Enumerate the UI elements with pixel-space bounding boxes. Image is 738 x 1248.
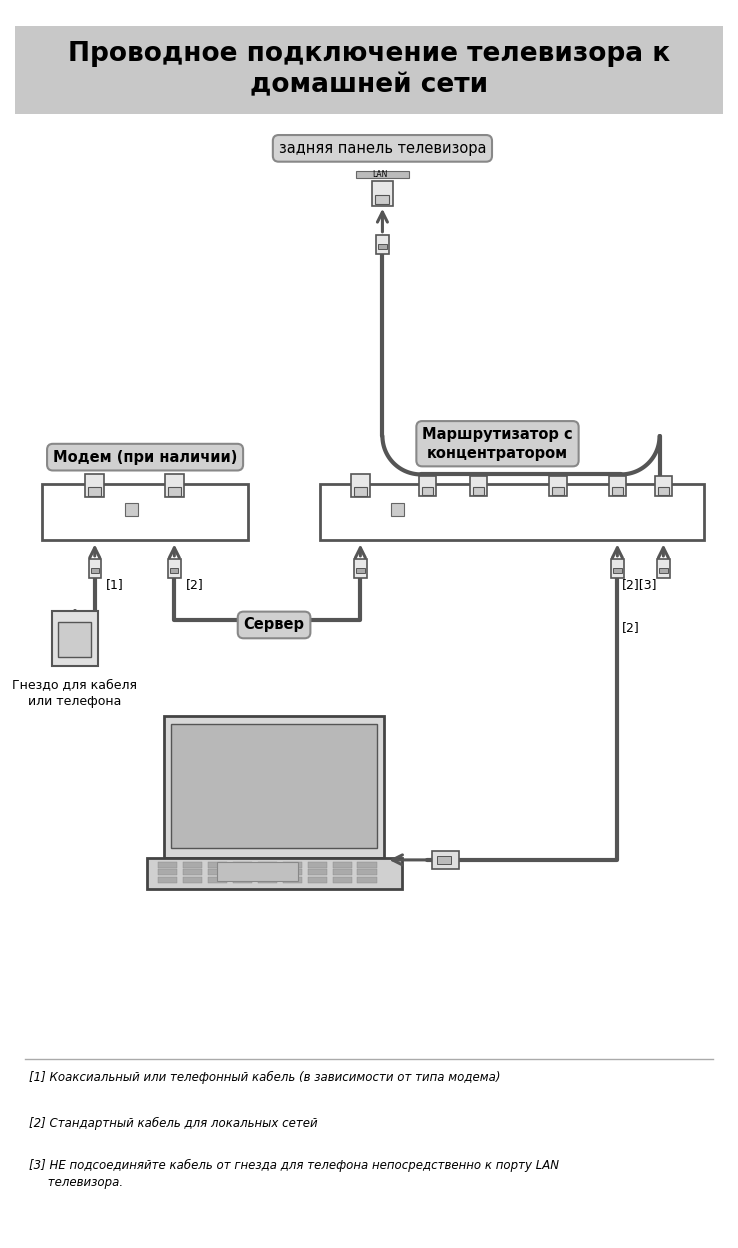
Bar <box>469 475 487 497</box>
Bar <box>333 862 352 867</box>
Bar <box>147 857 401 889</box>
Bar <box>391 503 404 515</box>
Bar <box>183 870 202 875</box>
Bar <box>351 474 370 498</box>
Bar <box>125 503 138 515</box>
Bar <box>308 870 327 875</box>
Bar <box>308 862 327 867</box>
Bar <box>472 487 484 494</box>
Bar <box>208 877 227 882</box>
Bar <box>91 568 99 573</box>
Bar <box>183 862 202 867</box>
Bar <box>378 245 387 250</box>
Text: Гнездо для кабеля
или телефона: Гнездо для кабеля или телефона <box>12 678 137 708</box>
Bar <box>432 851 459 869</box>
Text: Проводное подключение телевизора к
домашней сети: Проводное подключение телевизора к домаш… <box>68 41 670 99</box>
Bar <box>549 475 567 497</box>
Bar <box>158 870 177 875</box>
Bar <box>372 181 393 206</box>
Bar <box>333 870 352 875</box>
Bar <box>52 610 97 666</box>
Bar <box>164 716 384 857</box>
Bar <box>89 487 101 495</box>
Bar <box>208 862 227 867</box>
Text: задняя панель телевизора: задняя панель телевизора <box>279 141 486 156</box>
Bar <box>357 877 376 882</box>
Text: [1] Коаксиальный или телефонный кабель (в зависимости от типа модема): [1] Коаксиальный или телефонный кабель (… <box>29 1071 500 1085</box>
Bar <box>258 870 277 875</box>
Bar <box>216 862 298 881</box>
Bar <box>613 568 621 573</box>
Bar <box>283 870 302 875</box>
Bar <box>421 487 433 494</box>
Bar <box>283 862 302 867</box>
Bar <box>258 862 277 867</box>
Bar <box>89 559 101 578</box>
Bar <box>170 568 179 573</box>
Bar <box>308 877 327 882</box>
Bar <box>320 484 703 539</box>
Bar <box>658 487 669 494</box>
Text: Маршрутизатор с
концентратором: Маршрутизатор с концентратором <box>422 427 573 461</box>
Bar <box>171 724 376 849</box>
Text: Сервер: Сервер <box>244 618 305 633</box>
Bar <box>357 870 376 875</box>
Bar <box>419 475 436 497</box>
Bar <box>356 171 410 178</box>
Text: [2]: [2] <box>622 622 640 634</box>
Bar <box>354 487 367 495</box>
Bar <box>232 870 252 875</box>
Bar <box>659 568 668 573</box>
Text: [1]: [1] <box>106 578 124 592</box>
Bar <box>609 475 626 497</box>
Text: [2] Стандартный кабель для локальных сетей: [2] Стандартный кабель для локальных сет… <box>29 1117 317 1129</box>
Text: [2]: [2] <box>186 578 204 592</box>
Bar <box>158 877 177 882</box>
Bar <box>58 622 91 656</box>
Bar <box>232 877 252 882</box>
Bar <box>158 862 177 867</box>
Bar <box>15 26 723 114</box>
Bar <box>655 475 672 497</box>
Bar <box>165 474 184 498</box>
Bar <box>552 487 564 494</box>
Text: [3] НЕ подсоединяйте кабель от гнезда для телефона непосредственно к порту LAN
 : [3] НЕ подсоединяйте кабель от гнезда дл… <box>29 1159 559 1189</box>
Bar <box>376 195 390 205</box>
Bar <box>354 559 367 578</box>
Bar <box>612 487 623 494</box>
Bar <box>232 862 252 867</box>
Bar <box>183 877 202 882</box>
Bar <box>208 870 227 875</box>
Text: LAN: LAN <box>372 170 387 180</box>
Text: Модем (при наличии): Модем (при наличии) <box>53 449 238 464</box>
Bar <box>283 877 302 882</box>
Bar <box>356 568 365 573</box>
Bar <box>657 559 669 578</box>
Bar <box>333 877 352 882</box>
Bar <box>357 862 376 867</box>
Bar <box>376 235 389 253</box>
Bar <box>611 559 624 578</box>
Bar <box>437 856 450 864</box>
Text: [2][3]: [2][3] <box>622 578 658 592</box>
Bar <box>168 487 181 495</box>
Bar <box>258 877 277 882</box>
Bar <box>42 484 248 539</box>
Bar <box>168 559 181 578</box>
Bar <box>85 474 104 498</box>
